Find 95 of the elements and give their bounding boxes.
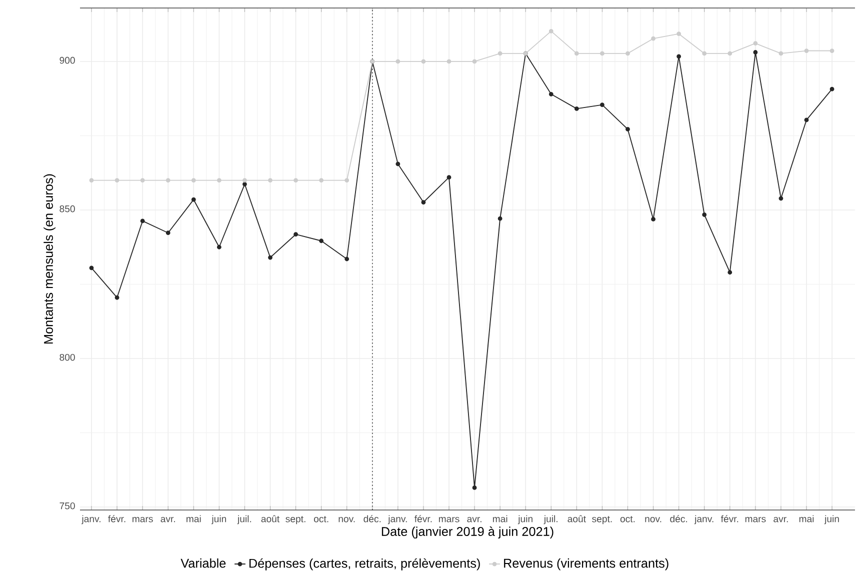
x-tick-label: oct.: [314, 516, 328, 522]
point: [294, 232, 298, 237]
point: [166, 178, 170, 182]
legend-title: Variable: [180, 558, 226, 568]
point: [778, 51, 784, 56]
x-tick-label: juin: [824, 515, 839, 524]
point: [548, 28, 554, 34]
point: [268, 255, 272, 260]
point: [753, 50, 758, 54]
x-tick-label: déc.: [670, 515, 688, 522]
point: [472, 59, 477, 64]
x-tick-label: juin: [211, 515, 226, 524]
point: [344, 256, 350, 262]
x-tick-label: août: [261, 515, 280, 522]
point: [778, 196, 784, 201]
point: [472, 486, 477, 490]
point: [804, 118, 809, 122]
y-tick-label: 800: [60, 354, 75, 361]
point: [140, 178, 145, 182]
x-tick-label: mars: [745, 517, 766, 522]
x-tick-label: févr.: [414, 515, 432, 522]
point: [319, 178, 324, 182]
point: [574, 106, 579, 111]
x-tick-label: juil.: [544, 515, 558, 524]
point: [216, 244, 222, 250]
point: [446, 175, 452, 180]
point: [548, 92, 554, 96]
legend-label: Revenus (virements entrants): [504, 558, 668, 570]
point: [421, 59, 426, 64]
point: [114, 295, 120, 300]
point: [676, 54, 682, 59]
point: [89, 178, 94, 182]
point: [830, 48, 834, 53]
x-tick-label: janv.: [694, 515, 714, 524]
y-tick-label: 850: [60, 205, 75, 212]
point: [753, 41, 758, 46]
y-tick-label: 900: [60, 56, 75, 64]
point: [242, 178, 247, 182]
x-tick-label: mars: [438, 517, 460, 522]
point: [344, 178, 350, 182]
point: [396, 59, 400, 64]
x-tick-label: déc.: [364, 515, 381, 522]
point: [728, 51, 732, 56]
point: [396, 162, 400, 166]
point: [651, 36, 656, 41]
x-tick-label: févr.: [108, 515, 126, 522]
point: [446, 59, 452, 64]
point: [319, 238, 324, 244]
x-tick-label: mai: [186, 515, 201, 522]
x-tick-label: mai: [492, 515, 508, 522]
x-tick-label: août: [568, 515, 586, 522]
x-tick-label: avr.: [467, 517, 482, 522]
x-tick-label: avr.: [160, 517, 175, 522]
point: [498, 216, 502, 221]
point: [600, 51, 604, 56]
x-tick-label: sept.: [286, 516, 306, 524]
point: [89, 266, 94, 270]
point: [114, 178, 120, 182]
point: [421, 200, 426, 204]
point: [191, 197, 196, 202]
point: [651, 216, 656, 222]
point: [242, 182, 247, 186]
x-tick-label: juil.: [237, 515, 252, 524]
point: [216, 178, 222, 182]
x-tick-label: janv.: [388, 515, 407, 524]
x-tick-label: juin: [518, 515, 532, 524]
point: [676, 32, 682, 36]
point: [166, 230, 170, 236]
x-tick-label: nov.: [338, 517, 355, 522]
x-tick-label: janv.: [81, 515, 100, 524]
x-tick-label: mai: [799, 515, 814, 522]
x-axis-title: Date (janvier 2019 à juin 2021): [382, 526, 554, 538]
point: [268, 178, 272, 182]
y-axis-title: Montants mensuels (en euros): [44, 174, 56, 344]
point: [140, 218, 145, 224]
x-tick-label: févr.: [720, 515, 738, 522]
x-tick-label: oct.: [620, 516, 635, 522]
x-tick-label: avr.: [774, 517, 788, 522]
point: [574, 51, 579, 56]
point: [804, 48, 809, 53]
x-tick-label: sept.: [592, 516, 612, 524]
point: [498, 51, 502, 56]
point: [626, 126, 630, 132]
x-tick-label: mars: [132, 517, 153, 522]
legend-label: Dépenses (cartes, retraits, prélèvements): [249, 558, 480, 570]
x-tick-label: nov.: [645, 517, 662, 522]
point: [191, 178, 196, 182]
y-tick-label: 750: [60, 502, 75, 510]
point: [600, 102, 604, 108]
point: [830, 86, 834, 92]
point: [728, 270, 732, 275]
point: [702, 51, 707, 56]
point: [626, 51, 630, 56]
point: [294, 178, 298, 182]
point: [702, 212, 707, 217]
